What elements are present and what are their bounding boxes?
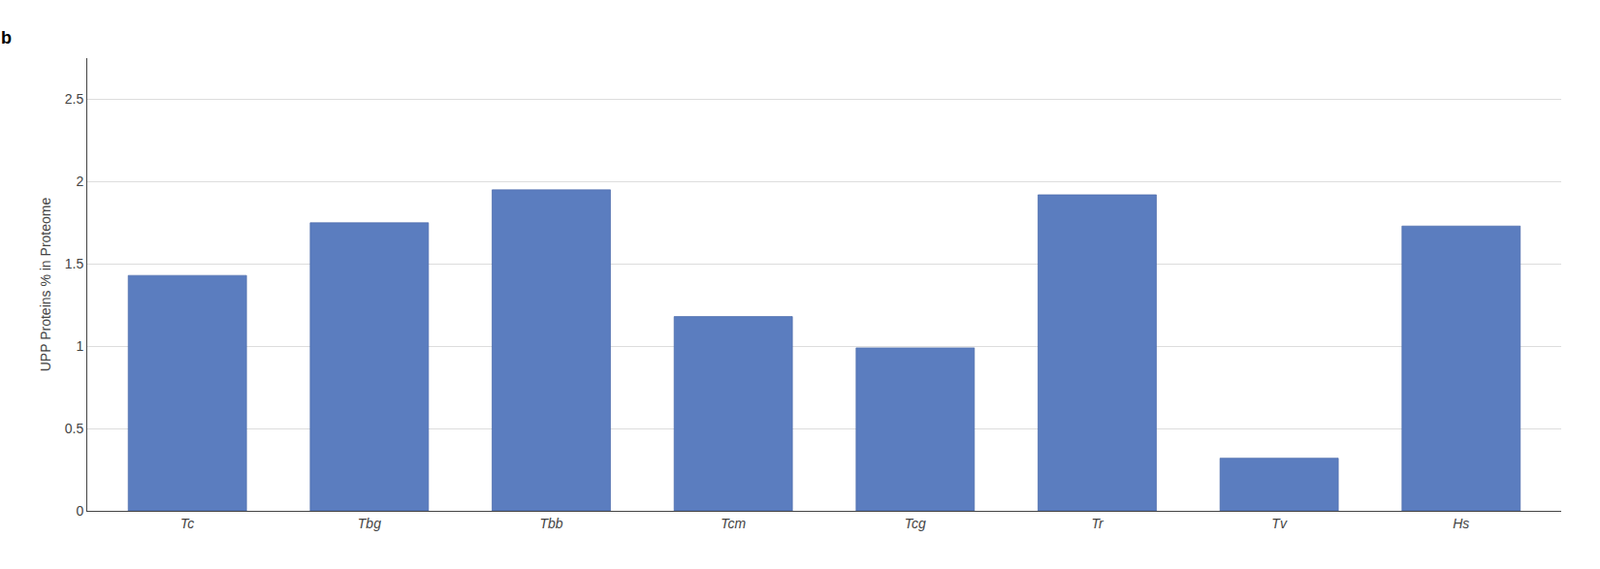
- svg-text:b: b: [0, 28, 12, 48]
- svg-text:0.5: 0.5: [64, 420, 85, 437]
- svg-text:1: 1: [75, 338, 84, 354]
- svg-text:0: 0: [75, 503, 84, 519]
- svg-text:Tcm: Tcm: [720, 515, 746, 532]
- svg-text:UPP Proteins % in Proteome: UPP Proteins % in Proteome: [37, 197, 54, 373]
- svg-text:Tc: Tc: [180, 515, 194, 532]
- svg-text:Tr: Tr: [1090, 515, 1105, 532]
- svg-text:2.5: 2.5: [64, 91, 85, 107]
- svg-text:Tbg: Tbg: [357, 515, 382, 532]
- svg-text:Tcg: Tcg: [904, 515, 927, 532]
- svg-text:Tv: Tv: [1271, 515, 1288, 532]
- svg-text:Tbb: Tbb: [539, 515, 563, 532]
- svg-text:2: 2: [75, 173, 84, 190]
- svg-text:Hs: Hs: [1452, 515, 1470, 532]
- svg-text:1.5: 1.5: [64, 256, 85, 272]
